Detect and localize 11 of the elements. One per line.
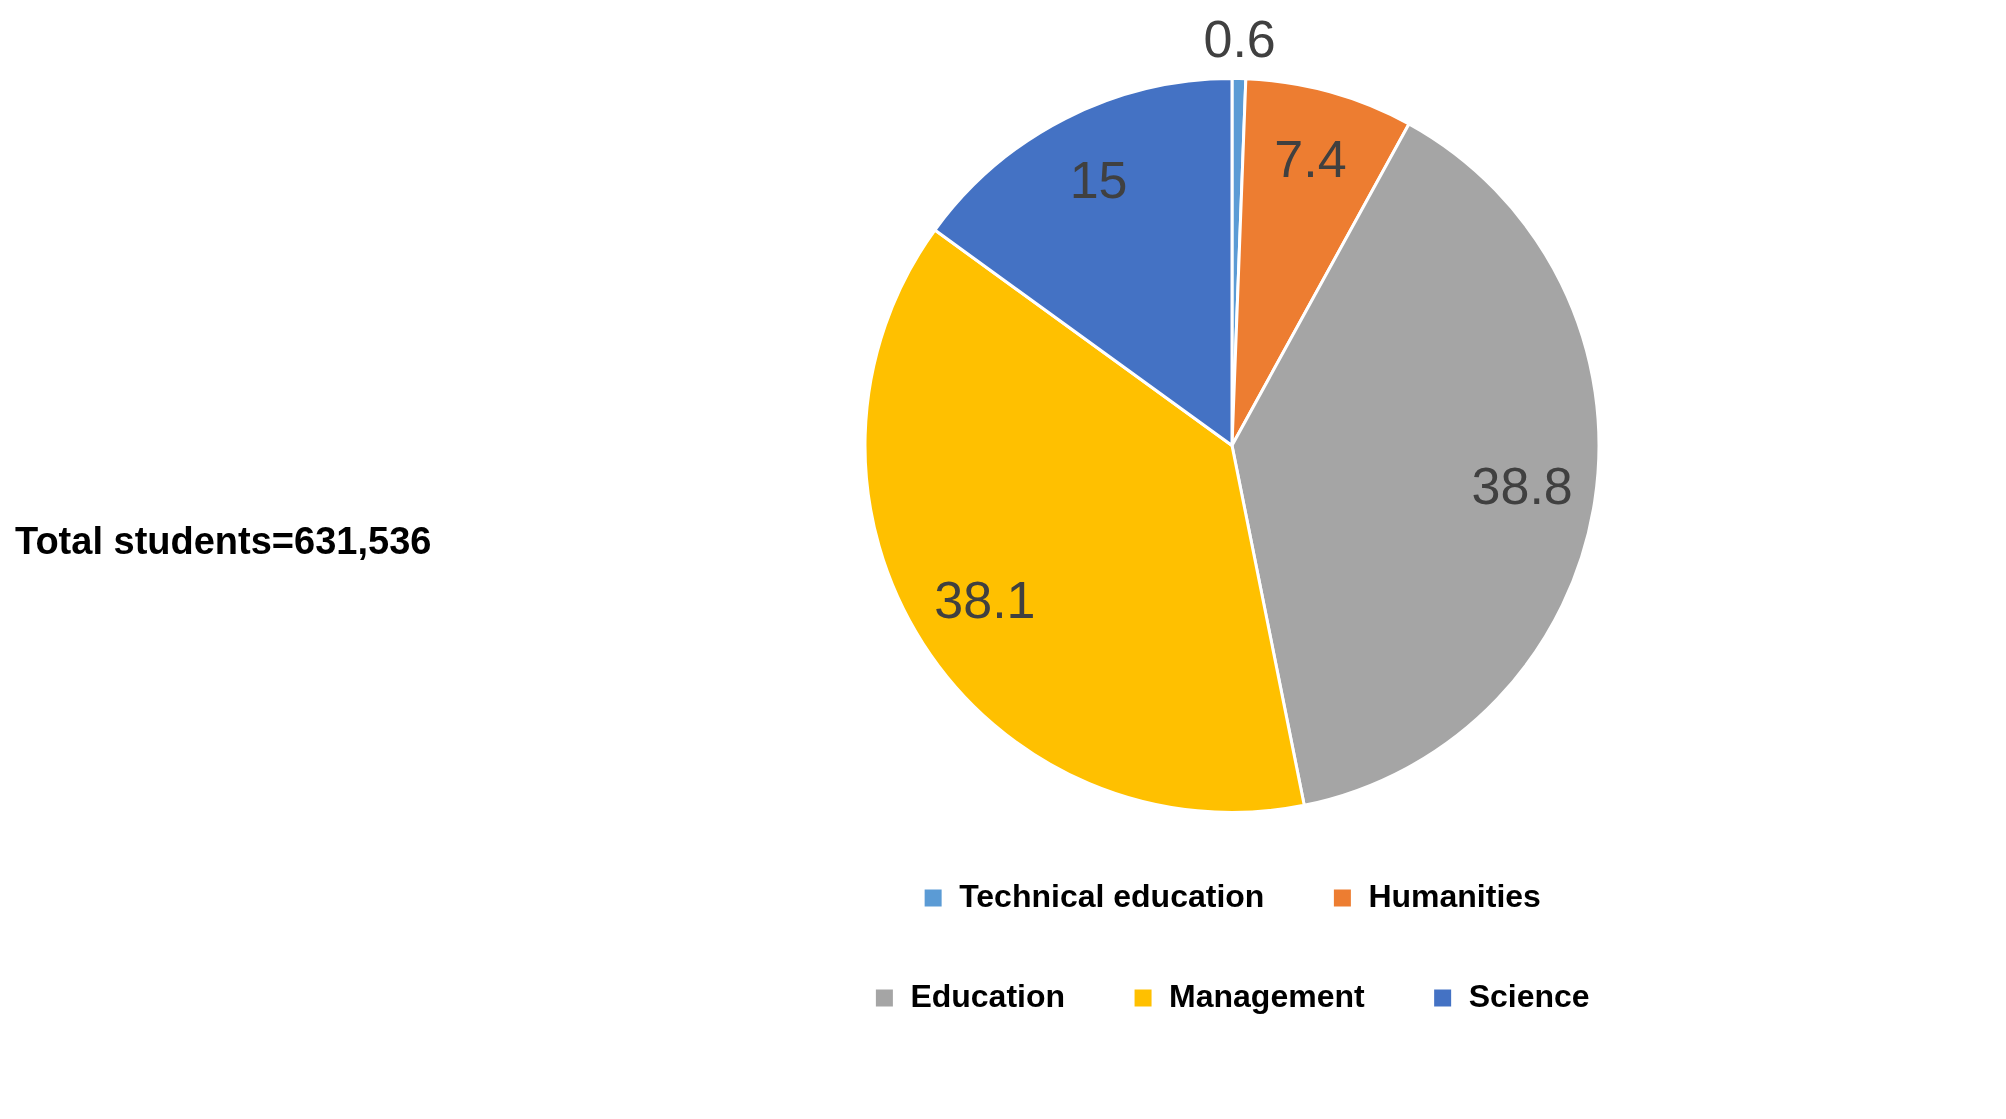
data-label: 7.4 [1274, 129, 1347, 188]
data-label: 38.8 [1471, 457, 1573, 516]
legend-label: Technical education [959, 877, 1265, 914]
data-label: 0.6 [1203, 9, 1276, 68]
data-label: 15 [1069, 151, 1128, 210]
legend-label: Education [910, 977, 1066, 1014]
legend-label: Science [1468, 977, 1590, 1014]
data-label: 38.1 [934, 571, 1036, 630]
text: Total students=631,536 [15, 520, 432, 563]
legend-label: Management [1169, 977, 1365, 1014]
legend-label: Humanities [1368, 877, 1541, 914]
